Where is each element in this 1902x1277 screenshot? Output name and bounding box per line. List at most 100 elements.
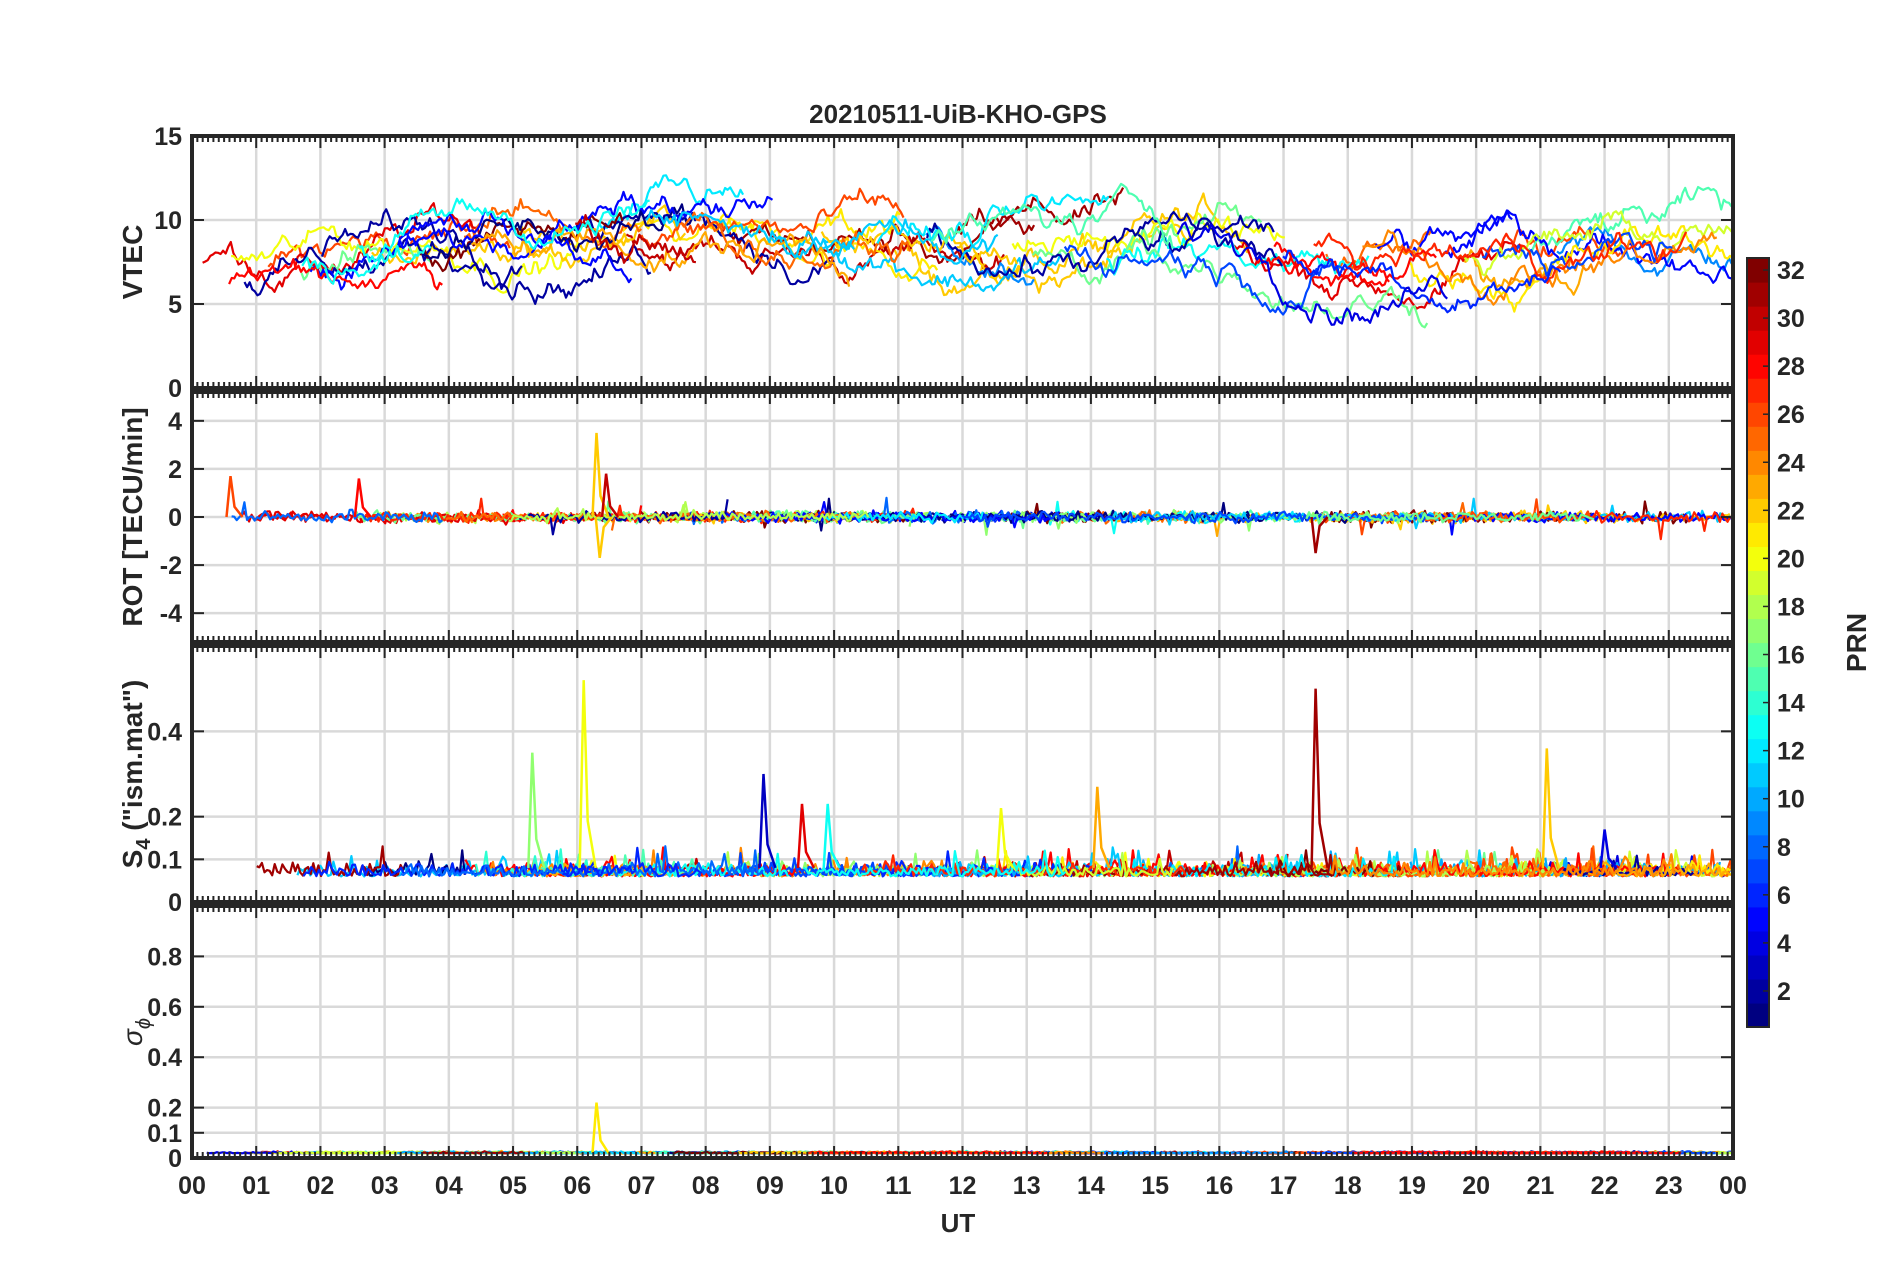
spike-mark — [822, 803, 841, 869]
y-axis-label-sigma_phi: σϕ — [117, 1018, 155, 1046]
series-line — [1282, 249, 1562, 314]
y-tick-label: 0.2 — [147, 804, 182, 832]
colorbar-tick-label: 28 — [1777, 353, 1805, 381]
x-tick-label: 03 — [371, 1172, 399, 1200]
spike-mark — [353, 478, 372, 518]
colorbar-tick-label: 18 — [1777, 593, 1805, 621]
y-tick-label: 10 — [154, 207, 182, 235]
colorbar-band — [1747, 810, 1769, 836]
series-line — [422, 1150, 524, 1155]
colorbar-band — [1747, 978, 1769, 1004]
y-tick-label: -2 — [160, 552, 182, 580]
x-tick-label: 00 — [1719, 1172, 1747, 1200]
series-line — [228, 258, 443, 291]
series-vtec — [202, 174, 1733, 329]
series-line — [820, 225, 1018, 265]
series-line — [1176, 221, 1448, 326]
series-s4 — [256, 680, 1733, 878]
colorbar-tick-label: 6 — [1777, 882, 1791, 910]
colorbar-band — [1747, 690, 1769, 716]
colorbar-band — [1747, 930, 1769, 956]
spike-mark — [796, 803, 816, 869]
series-line — [1527, 185, 1733, 254]
series-line — [1254, 251, 1390, 283]
colorbar-band — [1747, 474, 1769, 499]
series-line — [474, 848, 616, 878]
x-tick-label: 21 — [1526, 1172, 1554, 1200]
colorbar-tick-label: 20 — [1777, 545, 1805, 573]
x-tick-label: 02 — [307, 1172, 335, 1200]
x-tick-label: 17 — [1270, 1172, 1298, 1200]
x-tick-label: 04 — [435, 1172, 463, 1200]
series-line — [320, 208, 652, 305]
y-axis-label-vtec: VTEC — [117, 225, 148, 300]
colorbar-tick-label: 10 — [1777, 786, 1805, 814]
series-line — [861, 854, 1187, 878]
y-tick-label: 0.2 — [147, 1095, 182, 1123]
series-line — [519, 499, 729, 536]
x-tick-labels: 00 01 02 03 04 05 06 07 08 09 10 11 12 13 14 15 16 17 18 19… — [178, 1172, 1747, 1200]
spike-mark — [591, 1102, 610, 1154]
colorbar-band — [1747, 762, 1769, 788]
y-tick-label: 0.1 — [147, 846, 182, 874]
colorbar-band — [1747, 642, 1769, 668]
y-axis-label-rot: ROT [TECU/min] — [117, 407, 148, 626]
x-tick-label: 11 — [885, 1172, 912, 1200]
series-line — [1587, 861, 1733, 878]
x-tick-label: 06 — [563, 1172, 591, 1200]
colorbar-band — [1747, 834, 1769, 860]
y-tick-label: 0 — [168, 889, 182, 917]
spike-mark — [578, 680, 597, 869]
series-line — [1313, 231, 1688, 284]
series-line — [891, 192, 1250, 297]
series-line — [359, 197, 650, 263]
colorbar-band — [1747, 402, 1769, 427]
y-tick-label: 0 — [168, 1145, 182, 1173]
colorbar-band — [1747, 426, 1769, 451]
y-label-main: S — [117, 850, 148, 869]
series-line — [231, 225, 590, 294]
y-tick-label: 0.6 — [147, 994, 182, 1022]
series-line — [675, 211, 911, 270]
y-tick-label: 0 — [168, 504, 182, 532]
colorbar-band — [1747, 450, 1769, 475]
series-line — [1021, 853, 1340, 878]
colorbar-band — [1747, 954, 1769, 980]
x-tick-label: 13 — [1013, 1172, 1041, 1200]
series-line — [1031, 201, 1263, 286]
grid-s4 — [190, 646, 1735, 904]
y-label-main: σ — [117, 1028, 148, 1046]
series-line — [1408, 224, 1733, 313]
y-label-sub: 4 — [133, 838, 155, 850]
series-line — [1457, 249, 1585, 296]
spike-mark — [600, 473, 620, 518]
y-tick-label: 0 — [168, 375, 182, 403]
x-tick-label: 22 — [1591, 1172, 1619, 1200]
y-tick-label: 5 — [168, 291, 182, 319]
series-line — [710, 213, 939, 282]
panel-vtec: 0 5 10 15 VTEC — [117, 123, 1735, 403]
colorbar-band — [1747, 882, 1769, 908]
series-line — [309, 227, 633, 291]
spike-mark — [1541, 748, 1561, 869]
colorbar-band — [1747, 666, 1769, 692]
x-tick-label: 14 — [1077, 1172, 1105, 1200]
series-line — [930, 182, 1174, 249]
x-tick-label: 09 — [756, 1172, 784, 1200]
colorbar-band — [1747, 906, 1769, 932]
series-line — [231, 501, 443, 524]
y-tick-label: -4 — [160, 600, 182, 628]
series-line — [1588, 510, 1733, 541]
colorbar-label: PRN — [1841, 613, 1872, 672]
series-rot — [225, 432, 1733, 559]
grid-sigma_phi — [190, 906, 1735, 1160]
y-axis-label-s4: S4 ("ism.mat") — [117, 680, 155, 869]
colorbar-tick-label: 32 — [1777, 257, 1805, 285]
spike-mark — [225, 475, 244, 518]
y-tick-label: 4 — [168, 408, 182, 436]
series-line — [562, 846, 703, 878]
colorbar-band — [1747, 546, 1769, 572]
